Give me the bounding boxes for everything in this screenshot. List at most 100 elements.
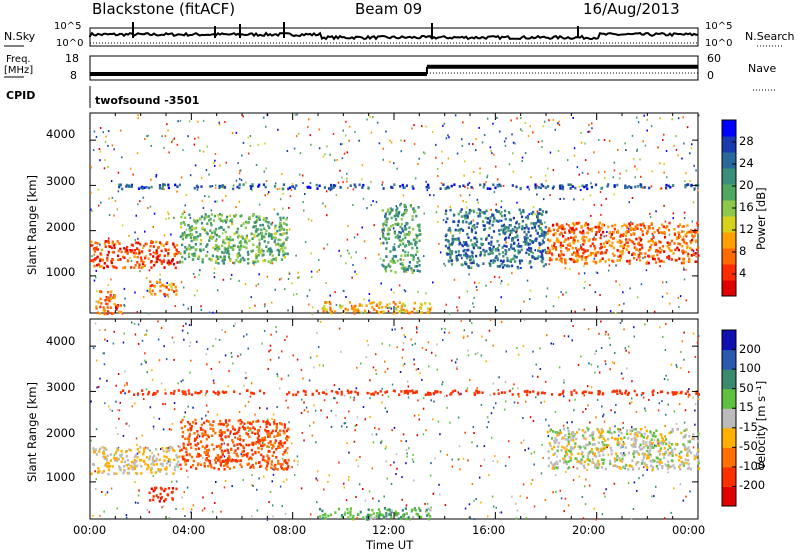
- power-panel-cell: [402, 214, 405, 217]
- velocity-panel-noise: [215, 481, 217, 483]
- velocity-panel-cell: [271, 446, 274, 450]
- velocity-panel-noise: [644, 407, 646, 410]
- power-panel-noise: [348, 125, 351, 128]
- velocity-panel-noise: [515, 517, 518, 520]
- power-panel-cell: [396, 259, 399, 263]
- velocity-panel-cell: [646, 457, 649, 460]
- power-panel-cell: [497, 184, 500, 188]
- velocity-panel-noise: [630, 518, 633, 520]
- power-panel-cell: [572, 231, 576, 235]
- velocity-panel-cell: [120, 455, 123, 458]
- power-panel-cell: [222, 257, 225, 260]
- velocity-panel-cell: [168, 460, 172, 464]
- velocity-panel-cell: [272, 451, 276, 454]
- power-panel-cell: [584, 258, 587, 262]
- power-panel-noise: [202, 207, 205, 209]
- velocity-panel-noise: [412, 454, 414, 456]
- velocity-panel-noise: [358, 483, 361, 486]
- power-panel-cell: [94, 258, 97, 261]
- velocity-panel-noise: [125, 422, 127, 425]
- velocity-panel-noise: [344, 417, 346, 419]
- power-panel-cell: [452, 240, 455, 243]
- power-panel-cell: [657, 257, 660, 261]
- velocity-panel-cell: [153, 454, 156, 458]
- velocity-panel-cell: [583, 460, 586, 464]
- velocity-panel-noise: [320, 409, 322, 412]
- power-panel-cell: [630, 186, 633, 189]
- power-panel-cell: [412, 269, 416, 272]
- power-panel-noise: [489, 146, 492, 149]
- velocity-panel-noise: [430, 399, 432, 402]
- velocity-panel-cell: [219, 462, 222, 466]
- power-panel-cell: [402, 242, 405, 246]
- velocity-panel-noise: [212, 510, 214, 513]
- velocity-panel-cell: [107, 468, 111, 472]
- power-panel-noise: [369, 115, 371, 118]
- velocity-panel-noise: [437, 420, 440, 423]
- power-panel-noise: [214, 159, 216, 162]
- power-panel-cell: [559, 224, 562, 228]
- power-panel-cell: [184, 257, 187, 261]
- power-panel-cell: [176, 244, 179, 247]
- power-panel-cell: [585, 223, 588, 226]
- power-panel-noise: [241, 154, 243, 157]
- power-panel-cell: [325, 308, 328, 311]
- power-panel-cell: [660, 248, 663, 252]
- power-panel-noise: [495, 203, 497, 206]
- velocity-panel-cell: [240, 421, 243, 424]
- power-panel-cell: [96, 255, 99, 259]
- power-panel-cell: [582, 243, 585, 246]
- power-panel-cell: [231, 246, 234, 249]
- power-panel-cell: [656, 253, 659, 257]
- velocity-panel-cell: [401, 514, 405, 517]
- velocity-panel-cell: [641, 447, 644, 451]
- velocity-panel-noise: [554, 410, 557, 413]
- velocity-panel-cell: [283, 451, 286, 454]
- power-panel-noise: [134, 239, 136, 242]
- velocity-panel-cell: [247, 443, 251, 447]
- velocity-panel-noise: [667, 448, 669, 451]
- velocity-panel-cell: [171, 497, 174, 500]
- power-panel-cell: [512, 247, 515, 251]
- velocity-panel-cell: [246, 455, 249, 458]
- velocity-panel-noise: [218, 338, 221, 341]
- velocity-panel-noise: [608, 337, 611, 340]
- velocity-panel-noise: [151, 452, 153, 455]
- power-panel-cell: [547, 229, 550, 233]
- power-panel-cell: [614, 223, 617, 227]
- power-panel-cell: [257, 250, 260, 254]
- power-panel-cell: [473, 242, 476, 245]
- power-panel-cell: [607, 183, 610, 186]
- power-panel-cell: [666, 241, 669, 245]
- power-panel-cell: [661, 223, 664, 227]
- velocity-panel-cell: [278, 446, 281, 450]
- velocity-panel-cell: [150, 487, 153, 491]
- velocity-panel-noise: [102, 352, 104, 355]
- power-panel-cell: [107, 290, 110, 294]
- power-panel-cell: [473, 236, 476, 240]
- power-panel-noise: [177, 120, 179, 123]
- power-panel-cell: [134, 263, 137, 267]
- power-panel-noise: [183, 211, 186, 213]
- power-panel-noise: [445, 303, 447, 306]
- velocity-panel-noise: [629, 402, 631, 405]
- velocity-panel-cell: [219, 422, 222, 426]
- power-panel-cell: [575, 227, 578, 231]
- velocity-panel-cell: [655, 465, 658, 468]
- power-panel-cell: [571, 253, 574, 256]
- power-panel-cell: [397, 214, 400, 218]
- power-panel-noise: [475, 285, 478, 288]
- velocity-panel-cell: [246, 433, 250, 436]
- power-panel-noise: [123, 287, 126, 290]
- velocity-panel-noise: [346, 426, 348, 428]
- power-panel-cell: [511, 237, 514, 240]
- power-panel-noise: [418, 157, 420, 160]
- velocity-panel-noise: [665, 413, 667, 416]
- power-panel-cell: [183, 223, 186, 227]
- velocity-panel-noise: [605, 330, 607, 333]
- power-panel-cell: [629, 227, 632, 230]
- velocity-panel-noise: [474, 352, 477, 355]
- velocity-panel-noise: [530, 452, 533, 455]
- power-panel-noise: [393, 291, 395, 294]
- power-panel-cell: [106, 253, 109, 257]
